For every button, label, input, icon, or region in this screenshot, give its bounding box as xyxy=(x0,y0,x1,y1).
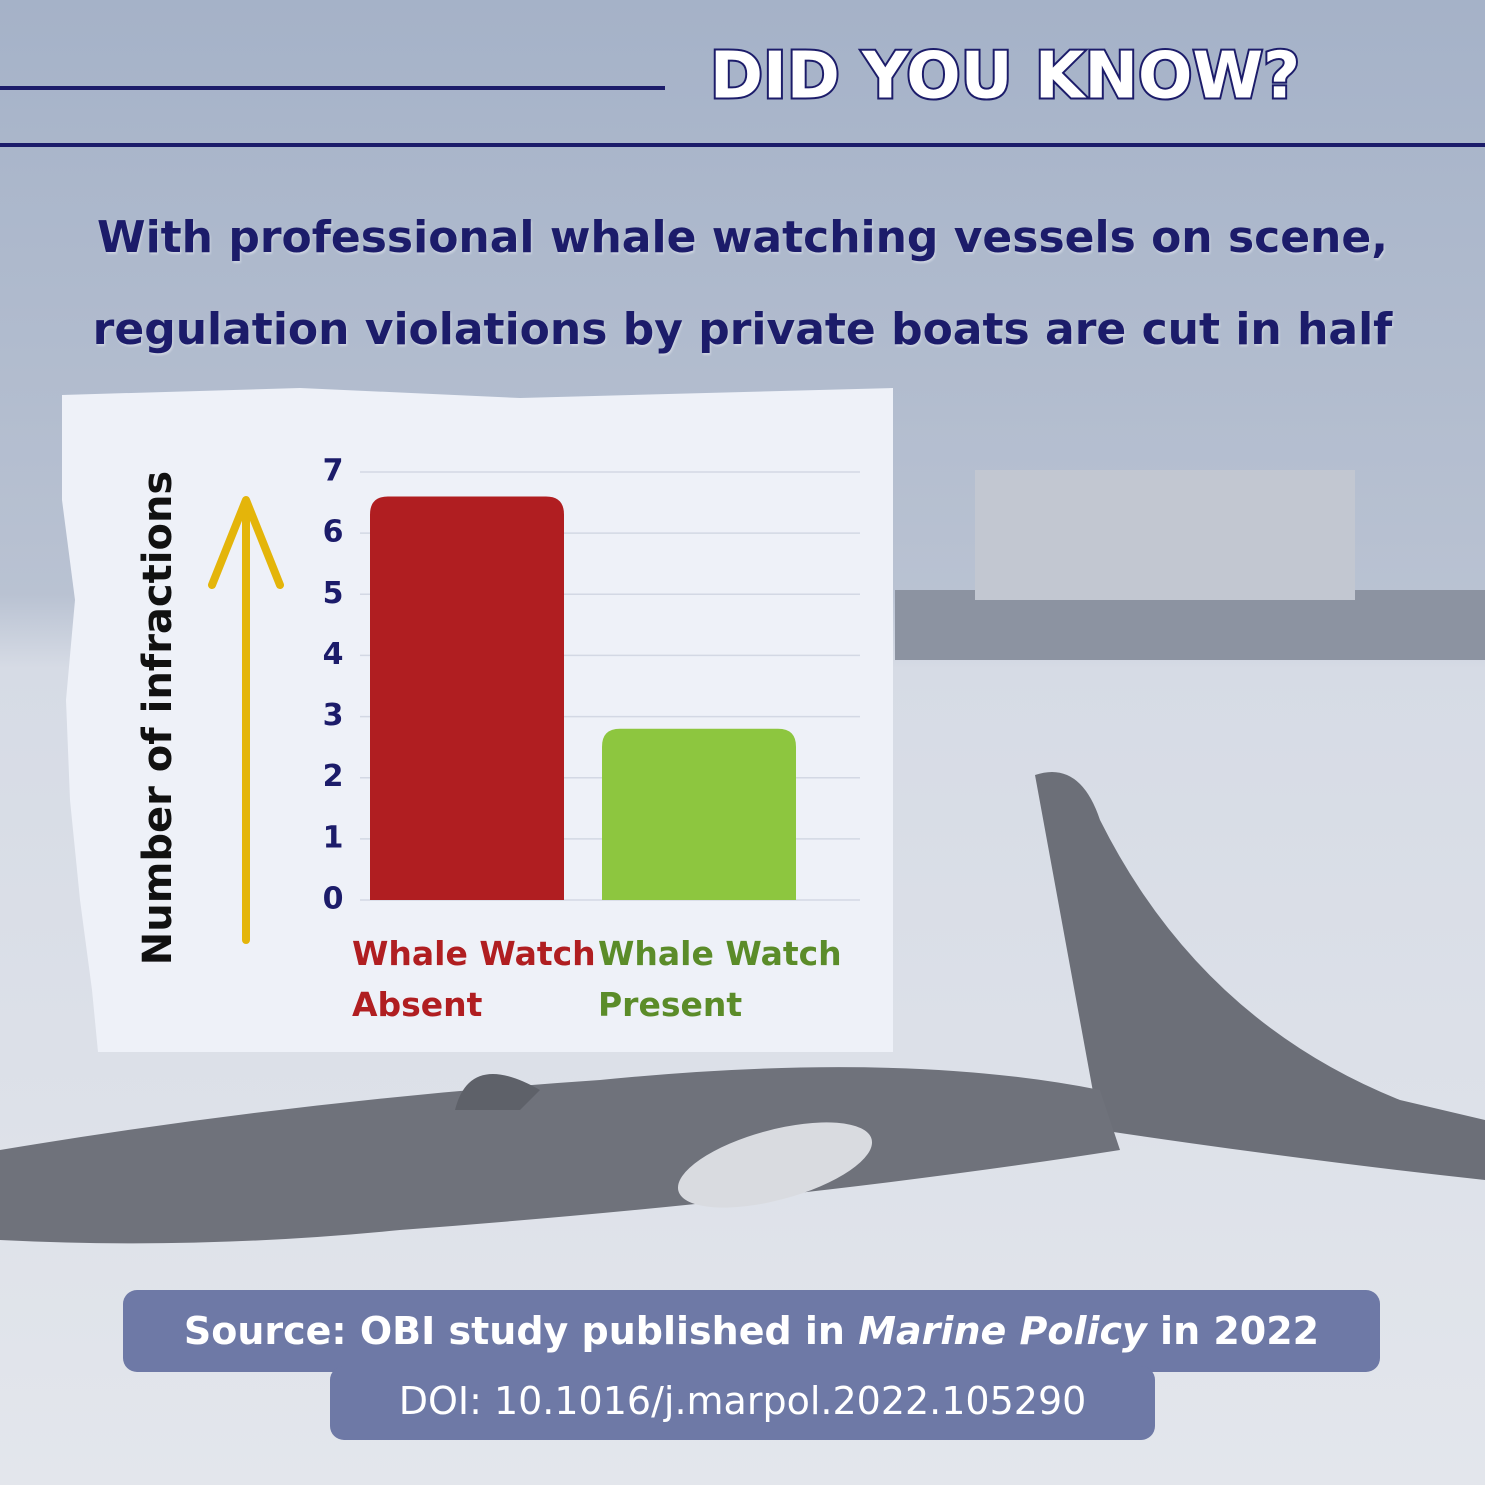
orca-fin xyxy=(1035,772,1485,1180)
boat-hull xyxy=(895,590,1485,660)
bar xyxy=(370,496,564,900)
orca-body xyxy=(0,1067,1120,1244)
y-tick-label: 6 xyxy=(323,515,344,550)
orca-patch xyxy=(677,1122,873,1208)
y-tick-label: 1 xyxy=(323,820,344,855)
bar xyxy=(602,728,796,900)
source: Source: OBI study published in Marine Po… xyxy=(123,1290,1380,1372)
axis-arrowhead xyxy=(208,496,284,589)
boat-cabin xyxy=(975,470,1355,600)
y-tick-label: 0 xyxy=(323,882,344,917)
header-title: DID YOU KNOW? xyxy=(710,40,1300,114)
y-axis-label: Number of infractions xyxy=(135,471,181,965)
y-tick-label: 7 xyxy=(323,454,344,489)
x-tick-label: Whale Watch Absent xyxy=(352,934,596,1024)
headline: With professional whale watching vessels… xyxy=(92,212,1393,355)
y-tick-label: 3 xyxy=(323,698,344,733)
y-tick-label: 5 xyxy=(323,576,344,611)
y-tick-label: 4 xyxy=(323,637,344,672)
y-tick-label: 2 xyxy=(323,759,344,794)
doi: DOI: 10.1016/j.marpol.2022.105290 xyxy=(330,1366,1155,1440)
x-tick-label: Whale Watch Present xyxy=(598,934,842,1024)
source-text: in 2022 xyxy=(1160,1309,1320,1353)
orca-fin-small xyxy=(455,1074,540,1110)
journal: Marine Policy xyxy=(858,1309,1147,1353)
source-text: Source: OBI study published in xyxy=(183,1309,845,1353)
